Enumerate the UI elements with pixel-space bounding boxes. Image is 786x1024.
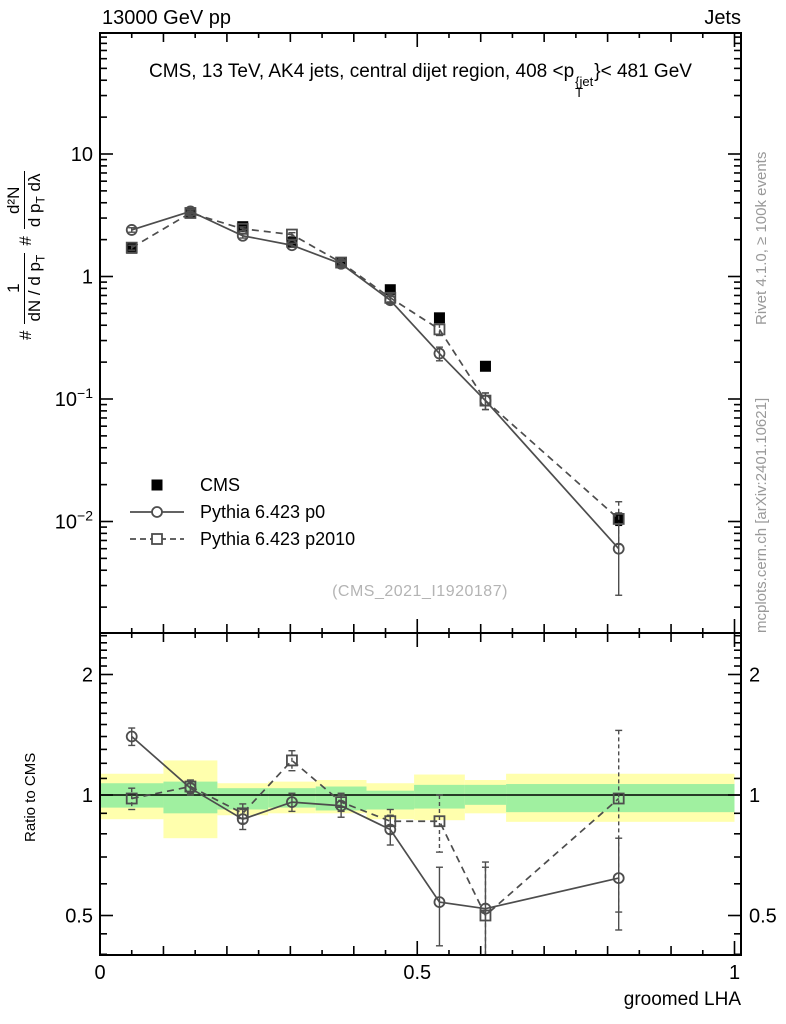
y-ratio-tick-label-left: 0.5: [65, 906, 93, 928]
open-circle-marker: [612, 542, 625, 555]
open-circle-marker: [286, 796, 298, 808]
axes-frames-and-ticks: [99, 32, 742, 956]
open-circle-marker: [125, 730, 138, 743]
green-band-segment: [506, 784, 735, 813]
open-square-marker: [612, 792, 625, 805]
open-circle-marker: [384, 823, 397, 836]
fraction-numerator: d²N: [4, 171, 25, 230]
fraction-1-over-dndpt: 1 dN / d pT: [4, 252, 48, 324]
open-square-marker: [286, 754, 298, 767]
plot-title: CMS, 13 TeV, AK4 jets, central dijet reg…: [100, 61, 741, 100]
mcplots-arxiv-note: mcplots.cern.ch [arXiv:2401.10621]: [753, 397, 770, 633]
y-main-tick-label: 10−2: [55, 508, 93, 534]
pythia-p2010-swatch: [130, 533, 184, 545]
cms-data-marker: [286, 236, 298, 248]
cms-data-marker: [479, 360, 491, 372]
cms-data-marker: [433, 312, 445, 324]
rivet-version-note: Rivet 4.1.0, ≥ 100k events: [753, 151, 770, 325]
fraction-numerator: 1: [4, 252, 25, 324]
legend-label: Pythia 6.423 p2010: [200, 528, 356, 549]
open-circle-marker: [479, 394, 492, 407]
green-band-segment: [217, 788, 269, 810]
tick-labels: 10 1 10−1 10−2 2 2 1 1 0.5 0.5 0 0.5 1: [55, 144, 777, 984]
x-axis-label: groomed LHA: [623, 989, 741, 1010]
open-circle-marker: [479, 902, 492, 915]
open-square-marker: [125, 241, 138, 254]
cms-marker-swatch: [151, 479, 163, 491]
open-circle-marker: [286, 239, 298, 252]
fraction-denominator: d pT dλ: [25, 173, 48, 228]
y-ratio-tick-label-right: 2: [749, 665, 760, 687]
y-main-tick-label: 1: [82, 267, 93, 289]
hash-symbol: #: [15, 330, 35, 340]
y-ratio-tick-label-right: 0.5: [749, 906, 777, 928]
legend-item-pythia-p2010: Pythia 6.423 p2010: [128, 528, 355, 550]
hash-symbol: #: [15, 236, 35, 246]
open-circle-marker: [236, 229, 249, 242]
pt-superscript-subscript: {jet T: [575, 74, 594, 100]
cms-data-marker: [384, 284, 396, 296]
open-square-marker: [433, 323, 446, 336]
open-circle-marker: [236, 813, 249, 826]
x-tick-label: 0: [94, 962, 105, 984]
ratio-panel-frame: [99, 632, 742, 956]
legend-label: Pythia 6.423 p0: [200, 501, 326, 522]
ratio-panel-series: [125, 727, 625, 955]
cms-uncertainty-bands: [100, 760, 735, 839]
open-circle-marker: [184, 782, 197, 795]
y-axis-label-ratio: Ratio to CMS: [22, 752, 39, 842]
x-tick-label: 1: [729, 962, 740, 984]
plot-title-text: CMS, 13 TeV, AK4 jets, central dijet reg…: [149, 61, 575, 82]
open-circle-marker: [612, 872, 625, 885]
y-ratio-tick-label-left: 2: [82, 665, 93, 687]
open-circle-marker: [433, 896, 446, 909]
green-band-segment: [366, 790, 415, 810]
legend: CMS Pythia 6.423 p0 Pythia 6.423 p2010: [128, 474, 355, 550]
x-tick-label: 0.5: [403, 962, 431, 984]
y-ratio-tick-label-left: 1: [82, 785, 93, 807]
open-circle-marker: [335, 799, 348, 812]
open-square-marker: [125, 792, 138, 805]
y-ratio-tick-label-right: 1: [749, 785, 760, 807]
main-panel-series: [125, 205, 625, 596]
legend-item-cms: CMS: [128, 474, 355, 496]
open-square-marker: [433, 815, 446, 828]
plot-title-suffix: }< 481 GeV: [594, 61, 692, 82]
open-circle-marker: [384, 294, 397, 307]
y-axis-label-main: # 1 dN / d pT # d²N d pT dλ: [4, 171, 48, 340]
pythia-p0-swatch: [130, 506, 184, 518]
open-circle-marker: [125, 224, 138, 236]
beam-energy-label: 13000 GeV pp: [102, 7, 231, 29]
legend-item-pythia-p0: Pythia 6.423 p0: [128, 501, 355, 523]
y-main-tick-label: 10−1: [55, 385, 93, 411]
analysis-id-watermark: (CMS_2021_I1920187): [332, 583, 508, 600]
open-circle-marker: [433, 347, 446, 360]
legend-label: CMS: [200, 474, 240, 495]
open-circle-marker: [184, 205, 197, 218]
fraction-d2n: d²N d pT dλ: [4, 171, 48, 230]
fraction-denominator: dN / d pT: [25, 254, 48, 322]
open-circle-marker: [335, 257, 348, 270]
pt-subscript: T: [575, 85, 584, 100]
analysis-group-label: Jets: [704, 7, 741, 29]
pt-superscript: {jet: [575, 74, 594, 89]
y-main-tick-label: 10: [71, 144, 93, 166]
